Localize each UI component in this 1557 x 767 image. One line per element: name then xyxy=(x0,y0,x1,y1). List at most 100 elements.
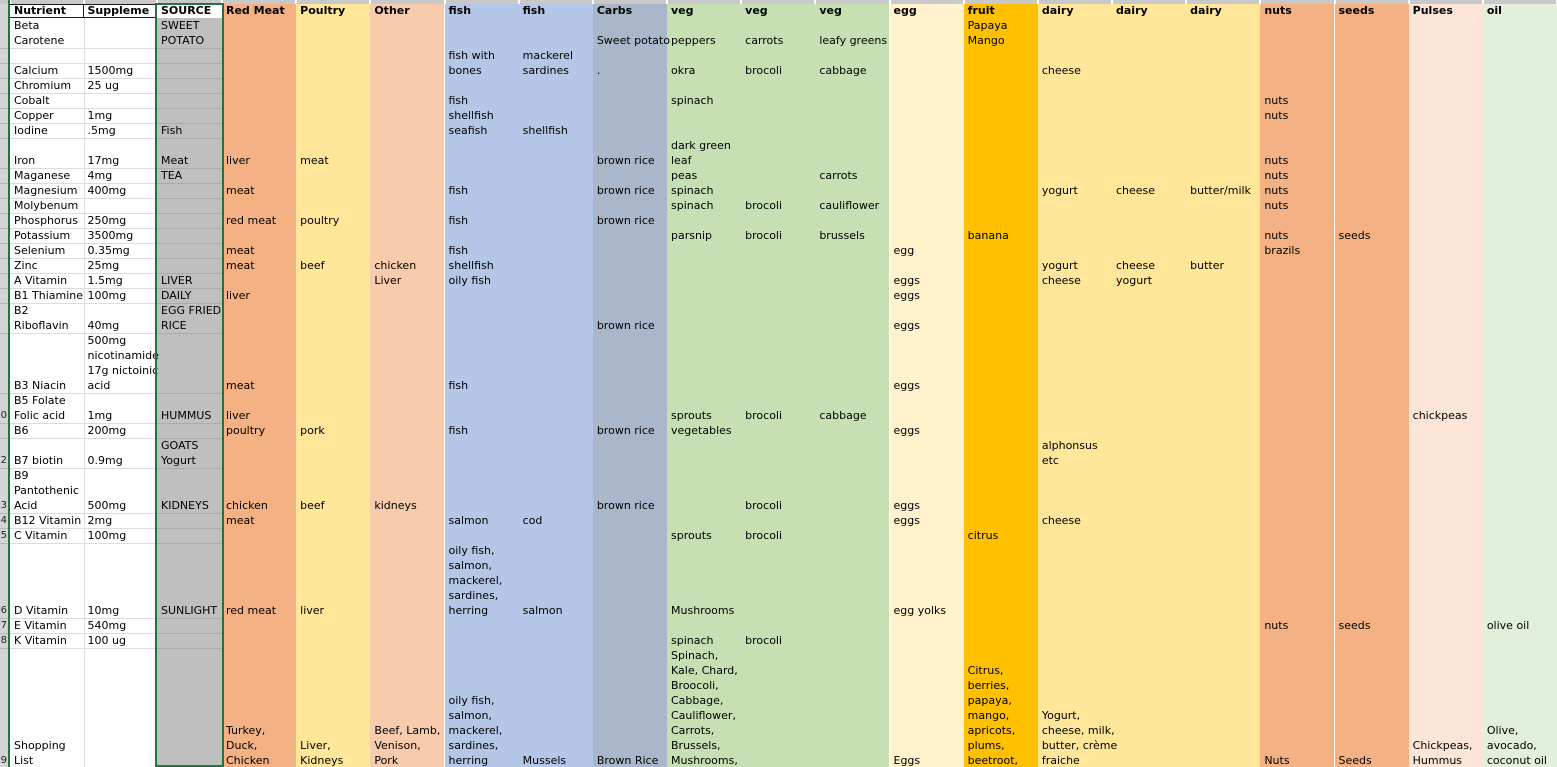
cell[interactable]: citrus xyxy=(967,529,999,542)
cell[interactable]: banana xyxy=(967,229,1009,242)
cell[interactable]: POTATO xyxy=(161,34,205,47)
cell[interactable]: Chicken xyxy=(226,754,270,767)
cell[interactable]: Yogurt, xyxy=(1041,709,1081,722)
cell[interactable]: olive oil xyxy=(1486,619,1530,632)
cell[interactable]: acid xyxy=(87,379,111,392)
cell[interactable]: liver xyxy=(226,154,250,167)
column-header-veg[interactable]: veg xyxy=(819,4,842,17)
cell[interactable]: brown rice xyxy=(596,184,655,197)
cell[interactable]: shellfish xyxy=(522,124,568,137)
cell[interactable]: brazils xyxy=(1264,244,1301,257)
cell[interactable]: eggs xyxy=(893,499,920,512)
cell[interactable]: Copper xyxy=(14,109,54,122)
cell[interactable]: B12 Vitamin xyxy=(14,514,82,527)
cell[interactable]: 4mg xyxy=(87,169,113,182)
cell[interactable]: B5 Folate xyxy=(14,394,66,407)
column-header-veg[interactable]: veg xyxy=(745,4,768,17)
cell[interactable]: brussels xyxy=(819,229,865,242)
cell[interactable]: brown rice xyxy=(596,499,655,512)
cell[interactable]: seafish xyxy=(448,124,488,137)
cell[interactable]: 200mg xyxy=(87,424,127,437)
cell[interactable]: Cauliflower, xyxy=(671,709,736,722)
cell[interactable]: A Vitamin xyxy=(14,274,68,287)
cell[interactable]: brown rice xyxy=(596,424,655,437)
cell[interactable]: B9 xyxy=(14,469,29,482)
column-header-suppleme[interactable]: Suppleme xyxy=(87,4,150,17)
cell[interactable]: nuts xyxy=(1264,199,1289,212)
cell[interactable]: fraiche xyxy=(1041,754,1080,767)
cell[interactable]: Riboflavin xyxy=(14,319,69,332)
cell[interactable]: List xyxy=(14,754,34,767)
cell[interactable]: B3 Niacin xyxy=(14,379,67,392)
cell[interactable]: E Vitamin xyxy=(14,619,67,632)
cell[interactable]: Papaya xyxy=(967,19,1008,32)
cell[interactable]: butter xyxy=(1190,259,1225,272)
selected-column-header-cell[interactable] xyxy=(157,4,222,18)
column-header-source[interactable]: SOURCE xyxy=(161,4,212,17)
cell[interactable]: 0.35mg xyxy=(87,244,130,257)
row-number[interactable]: 8 xyxy=(0,635,7,646)
row-number[interactable]: 3 xyxy=(0,500,7,511)
cell[interactable]: leafy greens xyxy=(819,34,888,47)
cell[interactable]: 17mg xyxy=(87,154,120,167)
cell[interactable]: kidneys xyxy=(374,499,417,512)
cell[interactable]: seeds xyxy=(1338,619,1371,632)
cell[interactable]: Chickpeas, xyxy=(1412,739,1473,752)
cell[interactable]: brocoli xyxy=(745,634,783,647)
cell[interactable]: 2mg xyxy=(87,514,113,527)
column-header-poultry[interactable]: Poultry xyxy=(300,4,346,17)
cell[interactable]: salmon, xyxy=(448,709,492,722)
cell[interactable]: avocado, xyxy=(1486,739,1537,752)
cell[interactable]: Duck, xyxy=(226,739,258,752)
cell[interactable]: carrots xyxy=(745,34,784,47)
cell[interactable]: 1.5mg xyxy=(87,274,123,287)
cell[interactable]: chicken xyxy=(374,259,417,272)
cell[interactable]: yogurt xyxy=(1041,259,1078,272)
cell[interactable]: seeds xyxy=(1338,229,1371,242)
cell[interactable]: Magnesium xyxy=(14,184,78,197)
cell[interactable]: brocoli xyxy=(745,229,783,242)
cell[interactable]: EGG FRIED xyxy=(161,304,222,317)
cell[interactable]: etc xyxy=(1041,454,1059,467)
cell[interactable]: eggs xyxy=(893,289,920,302)
cell[interactable]: salmon, xyxy=(448,559,492,572)
row-number[interactable]: 2 xyxy=(0,455,7,466)
column-header-fish[interactable]: fish xyxy=(448,4,472,17)
cell[interactable]: 540mg xyxy=(87,619,127,632)
cell[interactable]: B1 Thiamine xyxy=(14,289,84,302)
cell[interactable]: B6 xyxy=(14,424,29,437)
cell[interactable]: Fish xyxy=(161,124,183,137)
cell[interactable]: spinach xyxy=(671,184,714,197)
cell[interactable]: cheese xyxy=(1041,274,1081,287)
cell[interactable]: Pantothenic xyxy=(14,484,80,497)
cell[interactable]: peppers xyxy=(671,34,716,47)
cell[interactable]: GOATS xyxy=(161,439,199,452)
column-header-nuts[interactable]: nuts xyxy=(1264,4,1292,17)
cell[interactable]: bones xyxy=(448,64,482,77)
cell[interactable]: peas xyxy=(671,169,698,182)
cell[interactable]: cheese xyxy=(1116,259,1156,272)
cell[interactable]: brown rice xyxy=(596,214,655,227)
cell[interactable]: liver xyxy=(226,409,250,422)
cell[interactable]: fish xyxy=(448,244,469,257)
cell[interactable]: cabbage xyxy=(819,409,867,422)
cell[interactable]: nuts xyxy=(1264,94,1289,107)
cell[interactable]: yogurt xyxy=(1041,184,1078,197)
column-header-dairy[interactable]: dairy xyxy=(1116,4,1148,17)
cell[interactable]: 25mg xyxy=(87,259,120,272)
cell[interactable]: K Vitamin xyxy=(14,634,67,647)
cell[interactable]: Olive, xyxy=(1486,724,1519,737)
column-header-carbs[interactable]: Carbs xyxy=(596,4,633,17)
row-number[interactable]: 9 xyxy=(0,755,7,766)
cell[interactable]: Pork xyxy=(374,754,399,767)
cell[interactable]: brocoli xyxy=(745,499,783,512)
cell[interactable]: leaf xyxy=(671,154,692,167)
cell[interactable]: 25 ug xyxy=(87,79,119,92)
cell[interactable]: brocoli xyxy=(745,64,783,77)
cell[interactable]: fish xyxy=(448,94,469,107)
cell[interactable]: mango, xyxy=(967,709,1010,722)
column-header-other[interactable]: Other xyxy=(374,4,410,17)
cell[interactable]: Mushrooms, xyxy=(671,754,738,767)
cell[interactable]: Citrus, xyxy=(967,664,1004,677)
column-header-seeds[interactable]: seeds xyxy=(1338,4,1375,17)
